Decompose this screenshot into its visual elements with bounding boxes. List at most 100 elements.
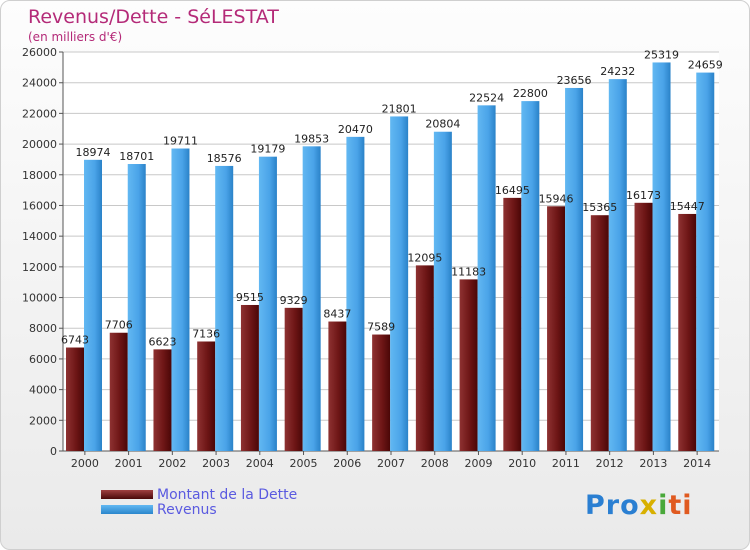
legend-swatch-debt [101, 490, 153, 499]
revenue-value-label: 19179 [250, 143, 285, 156]
y-tick-label: 8000 [29, 322, 57, 335]
debt-value-label: 7706 [105, 319, 133, 332]
revenue-bar [477, 105, 496, 451]
x-tick-label: 2010 [508, 457, 536, 470]
revenue-value-label: 18974 [76, 146, 111, 159]
y-tick-label: 12000 [22, 261, 57, 274]
debt-value-label: 9515 [236, 291, 264, 304]
x-tick-label: 2011 [552, 457, 580, 470]
revenue-bar [521, 101, 540, 451]
x-tick-label: 2005 [290, 457, 318, 470]
debt-bar [459, 279, 478, 451]
revenue-value-label: 20470 [338, 123, 373, 136]
debt-value-label: 16173 [626, 189, 661, 202]
debt-bar [284, 307, 303, 451]
revenue-bar [696, 72, 715, 451]
debt-bar [678, 213, 697, 451]
y-tick-label: 2000 [29, 414, 57, 427]
x-tick-label: 2006 [333, 457, 361, 470]
x-tick-label: 2007 [377, 457, 405, 470]
debt-value-label: 15447 [670, 200, 705, 213]
x-tick-label: 2000 [71, 457, 99, 470]
revenue-bar [215, 165, 234, 451]
debt-bar [547, 206, 566, 451]
debt-value-label: 8437 [323, 308, 351, 321]
chart-subtitle: (en milliers d'€) [28, 30, 123, 44]
debt-value-label: 6623 [148, 335, 176, 348]
debt-value-label: 7589 [367, 321, 395, 334]
debt-value-label: 15365 [582, 201, 617, 214]
revenue-bar [302, 146, 321, 451]
legend-label-debt: Montant de la Dette [157, 486, 298, 503]
legend-swatch-revenue [101, 505, 153, 514]
revenue-bar [171, 148, 190, 451]
y-tick-label: 10000 [22, 292, 57, 305]
debt-value-label: 7136 [192, 327, 220, 340]
debt-bar [503, 197, 522, 451]
revenue-bar [346, 136, 365, 451]
x-tick-label: 2012 [596, 457, 624, 470]
debt-bar [153, 349, 172, 451]
x-tick-label: 2001 [115, 457, 143, 470]
x-tick-label: 2004 [246, 457, 274, 470]
debt-value-label: 9329 [280, 294, 308, 307]
revenue-value-label: 20804 [425, 118, 460, 131]
x-tick-label: 2008 [421, 457, 449, 470]
y-tick-label: 4000 [29, 384, 57, 397]
y-tick-label: 26000 [22, 46, 57, 59]
debt-bar [109, 332, 128, 451]
debt-bar [197, 341, 216, 451]
y-tick-label: 6000 [29, 353, 57, 366]
revenue-value-label: 18576 [207, 152, 242, 165]
x-tick-label: 2014 [683, 457, 711, 470]
legend-item-revenue: Revenus [101, 501, 297, 518]
revenue-bar [652, 62, 671, 451]
debt-value-label: 11183 [451, 265, 486, 278]
legend-label-revenue: Revenus [157, 501, 217, 518]
debt-value-label: 6743 [61, 334, 89, 347]
x-tick-label: 2003 [202, 457, 230, 470]
revenue-value-label: 19711 [163, 135, 198, 148]
revenue-value-label: 18701 [119, 150, 154, 163]
proxiti-logo: Proxiti [585, 490, 693, 521]
revenue-value-label: 24659 [688, 59, 723, 72]
y-tick-label: 18000 [22, 169, 57, 182]
revenue-value-label: 25319 [644, 48, 679, 61]
debt-value-label: 15946 [539, 192, 574, 205]
debt-value-label: 12095 [407, 251, 442, 264]
revenue-value-label: 21801 [382, 102, 417, 115]
revenue-bar [127, 164, 146, 451]
chart-legend: Montant de la Dette Revenus [101, 486, 298, 518]
debt-bar [634, 202, 653, 451]
revenue-bar [608, 79, 627, 451]
revenue-value-label: 22800 [513, 87, 548, 100]
y-tick-label: 0 [50, 445, 57, 458]
debt-bar [66, 347, 84, 451]
chart-title: Revenus/Dette - SéLESTAT [28, 6, 279, 28]
revenue-bar [258, 156, 277, 451]
x-tick-label: 2013 [639, 457, 667, 470]
revenue-bar [565, 87, 584, 452]
x-tick-label: 2009 [464, 457, 492, 470]
debt-bar [328, 321, 347, 451]
debt-bar [415, 265, 434, 451]
revenue-value-label: 23656 [557, 74, 592, 87]
revenue-value-label: 19853 [294, 132, 329, 145]
debt-value-label: 16495 [495, 184, 530, 197]
debt-bar [590, 215, 609, 451]
y-tick-label: 24000 [22, 77, 57, 90]
legend-item-debt: Montant de la Dette [101, 486, 298, 503]
x-tick-label: 2002 [158, 457, 186, 470]
y-tick-label: 20000 [22, 138, 57, 151]
revenue-bar [84, 159, 102, 451]
y-tick-label: 14000 [22, 230, 57, 243]
y-tick-label: 16000 [22, 199, 57, 212]
y-tick-label: 22000 [22, 107, 57, 120]
revenue-bar [390, 116, 409, 451]
debt-bar [240, 304, 259, 451]
debt-bar [372, 334, 391, 451]
revenue-bar [433, 131, 452, 451]
revenue-value-label: 24232 [600, 65, 635, 78]
